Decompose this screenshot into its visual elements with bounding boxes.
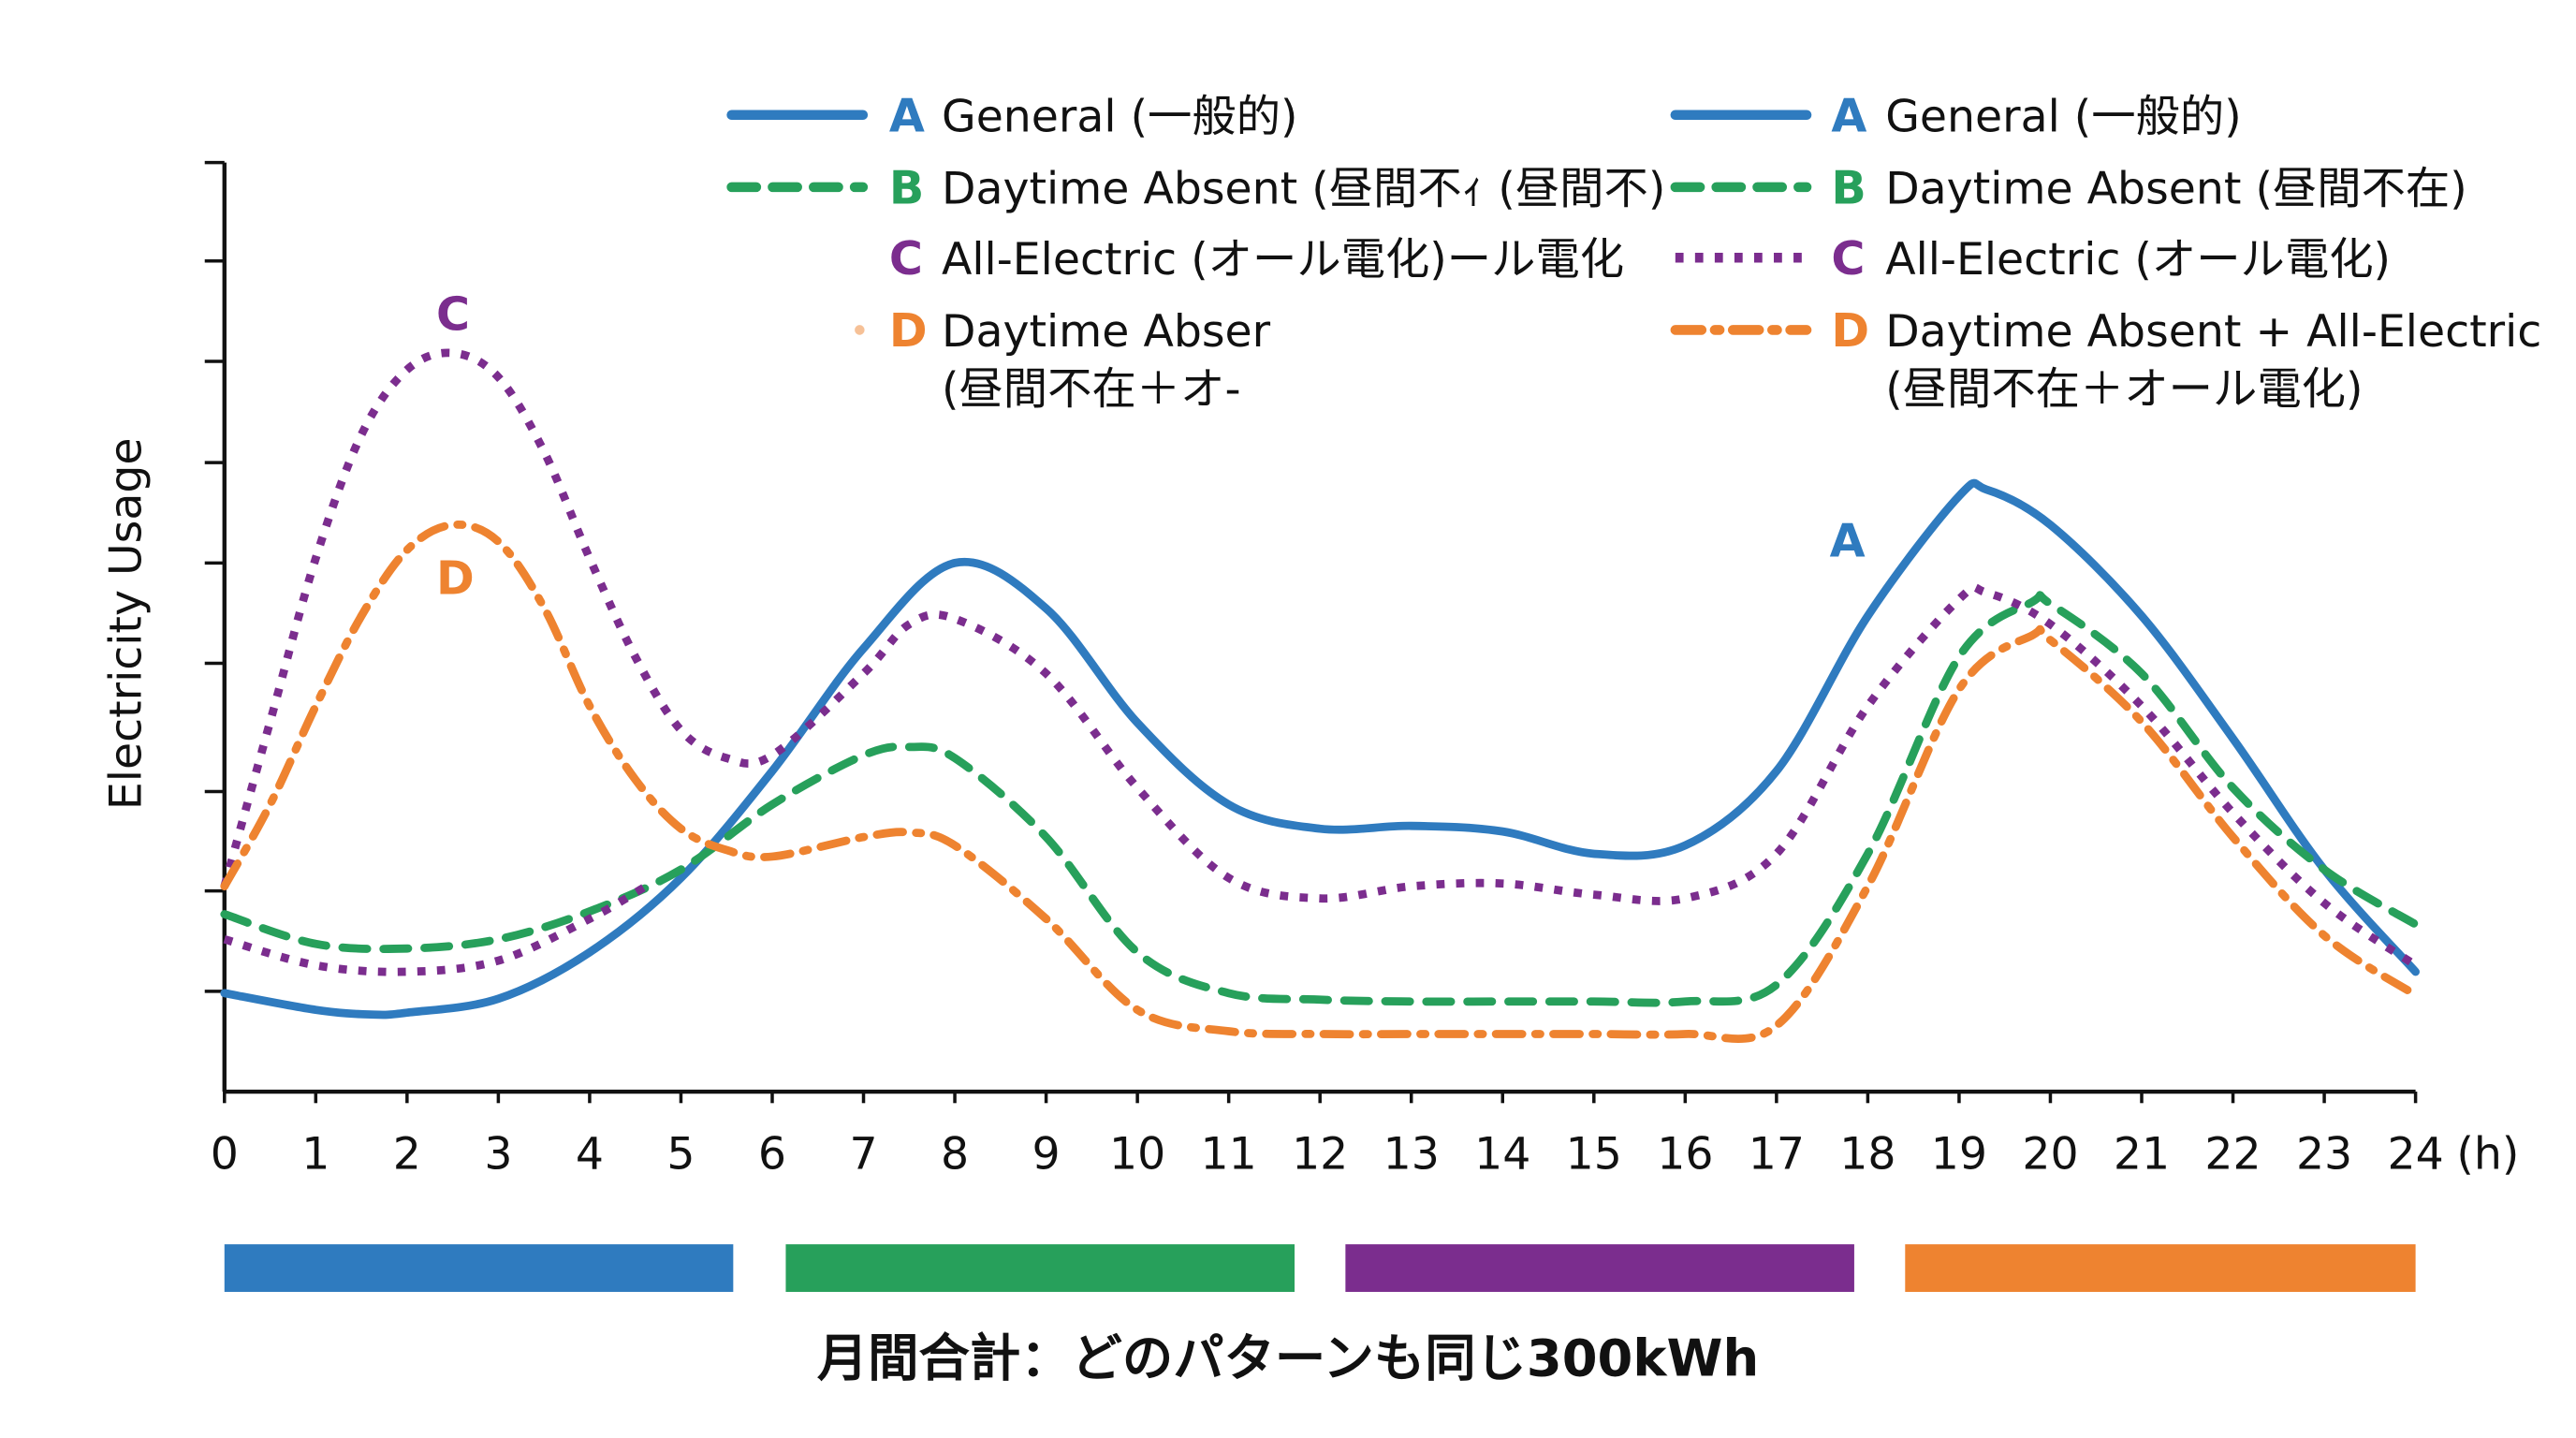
footer-note: 月間合計：どのパターンも同じ300kWh [817, 1328, 1759, 1387]
legend-label: Daytime Absent (昼間不在) [1885, 163, 2466, 214]
x-tick-label: 4 [576, 1128, 604, 1180]
x-tick-label: 0 [211, 1128, 239, 1180]
series-line-c [220, 348, 2419, 969]
x-tick-label: 8 [941, 1128, 969, 1180]
legend-label: Daytime Absent (昼間不ｨ (昼間不) [942, 163, 1665, 214]
legend-letter: A [889, 88, 925, 142]
x-tick-label: 7 [849, 1128, 877, 1180]
series-lines [220, 348, 2420, 1043]
x-tick-label: 19 [1931, 1128, 1987, 1180]
legend-label: Daytime Absent + All-Electric [1885, 306, 2541, 358]
x-tick-label: 2 [393, 1128, 421, 1180]
legend-label: General (一般的) [1885, 91, 2241, 142]
x-tick-label: 20 [2022, 1128, 2078, 1180]
legend-letter: B [889, 160, 924, 214]
legend-label: General (一般的) [942, 91, 1297, 142]
annotation-c: C [436, 286, 470, 341]
y-axis-label: Electricity Usage [100, 437, 152, 810]
legend-label: All-Electric (オール電化) [1885, 234, 2391, 286]
x-tick-label: 24 [2387, 1128, 2443, 1180]
x-tick-label: 10 [1109, 1128, 1165, 1180]
x-axis-unit: (h) [2456, 1128, 2519, 1180]
legend-letter: B [1831, 160, 1866, 214]
color-bars [224, 1244, 2416, 1292]
legend-letter: A [1831, 88, 1866, 142]
x-tick-label: 9 [1032, 1128, 1061, 1180]
axes: 0 1 2 3 4 5 6 7 8 9 10 11 12 13 14 15 16 17 18 19 20 21 22 23 24 [204, 160, 2444, 1180]
x-tick-label: 12 [1292, 1128, 1348, 1180]
annotation-d: D [436, 551, 475, 606]
x-tick-label: 11 [1201, 1128, 1257, 1180]
color-bar-a [224, 1244, 734, 1292]
x-tick-label: 5 [666, 1128, 695, 1180]
legend-swatch [855, 325, 865, 335]
legend-letter: C [889, 231, 923, 286]
x-tick-label: 14 [1474, 1128, 1530, 1180]
color-bar-d [1905, 1244, 2416, 1292]
series-line-a [220, 478, 2420, 1020]
x-tick-label: 3 [484, 1128, 512, 1180]
color-bar-b [785, 1244, 1295, 1292]
legend-label: Daytime Abser [942, 306, 1271, 358]
series-line-c [223, 883, 647, 976]
x-tick-label: 17 [1749, 1128, 1805, 1180]
legend: A General (一般的) B Daytime Absent (昼間不ｨ (昼間不… [726, 88, 2541, 415]
legend-letter: D [1831, 303, 1869, 358]
legend-label-line2: (昼間不在＋オ- [942, 363, 1241, 415]
x-tick-label: 21 [2114, 1128, 2170, 1180]
legend-letter: C [1831, 231, 1865, 286]
legend-label-line2: (昼間不在＋オール電化) [1885, 363, 2363, 415]
x-tick-label: 23 [2296, 1128, 2352, 1180]
series-line-b [220, 591, 2420, 1007]
x-tick-label: 6 [758, 1128, 786, 1180]
x-tick-label: 1 [301, 1128, 329, 1180]
x-tick-label: 16 [1657, 1128, 1713, 1180]
legend-label: All-Electric (オール電化)ール電化 [942, 234, 1624, 286]
x-tick-label: 18 [1839, 1128, 1895, 1180]
legend-letter: D [889, 303, 928, 358]
series-line-d [220, 520, 2420, 1043]
color-bar-c [1345, 1244, 1854, 1292]
annotation-a: A [1830, 513, 1866, 567]
x-tick-label: 22 [2204, 1128, 2261, 1180]
x-tick-label: 13 [1383, 1128, 1440, 1180]
x-tick-label: 15 [1566, 1128, 1622, 1180]
